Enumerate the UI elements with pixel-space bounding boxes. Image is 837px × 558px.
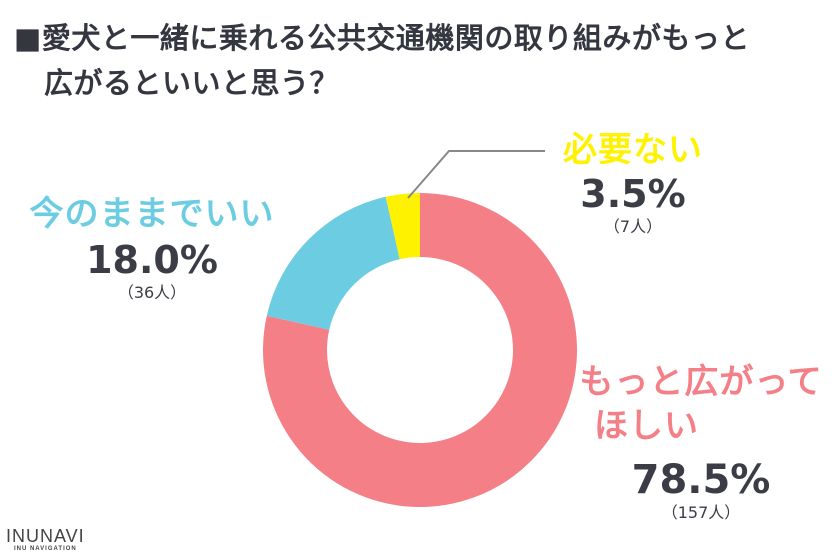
slice-want-more bbox=[263, 193, 577, 508]
percent-as-is: 18.0% bbox=[86, 238, 218, 282]
slice-as-is bbox=[266, 196, 400, 330]
label-not-needed: 必要ない 3.5% （7人） bbox=[548, 128, 718, 238]
count-not-needed: （7人） bbox=[603, 217, 663, 236]
percent-not-needed: 3.5% bbox=[580, 172, 686, 216]
category-as-is: 今のままでいい bbox=[29, 194, 275, 234]
logo-sub: INU NAVIGATION bbox=[13, 546, 77, 552]
chart-title: ■愛犬と一緒に乗れる公共交通機関の取り組みがもっと 広がるといいと思う？ bbox=[14, 16, 824, 106]
inunavi-logo: INUNAVI INU NAVIGATION bbox=[6, 527, 85, 553]
category-not-needed: 必要ない bbox=[563, 130, 703, 170]
label-want-more: もっと広がって ほしい 78.5% （157人） bbox=[572, 360, 830, 524]
logo-main: INUNAVI bbox=[6, 526, 85, 546]
count-want-more: （157人） bbox=[661, 503, 741, 522]
title-line-2: 広がるといいと思う？ bbox=[44, 66, 340, 100]
count-as-is: （36人） bbox=[117, 283, 187, 302]
leader-line bbox=[407, 150, 545, 199]
label-as-is: 今のままでいい 18.0% （36人） bbox=[18, 192, 286, 304]
slice-not-needed bbox=[385, 193, 420, 260]
category-want-more-line-2: ほしい bbox=[594, 406, 699, 446]
title-line-1: 愛犬と一緒に乗れる公共交通機関の取り組みがもっと bbox=[41, 21, 750, 55]
donut-slices bbox=[263, 193, 577, 508]
category-want-more-line-1: もっと広がって bbox=[579, 362, 823, 402]
title-marker: ■ bbox=[14, 21, 42, 55]
percent-want-more: 78.5% bbox=[631, 457, 771, 503]
